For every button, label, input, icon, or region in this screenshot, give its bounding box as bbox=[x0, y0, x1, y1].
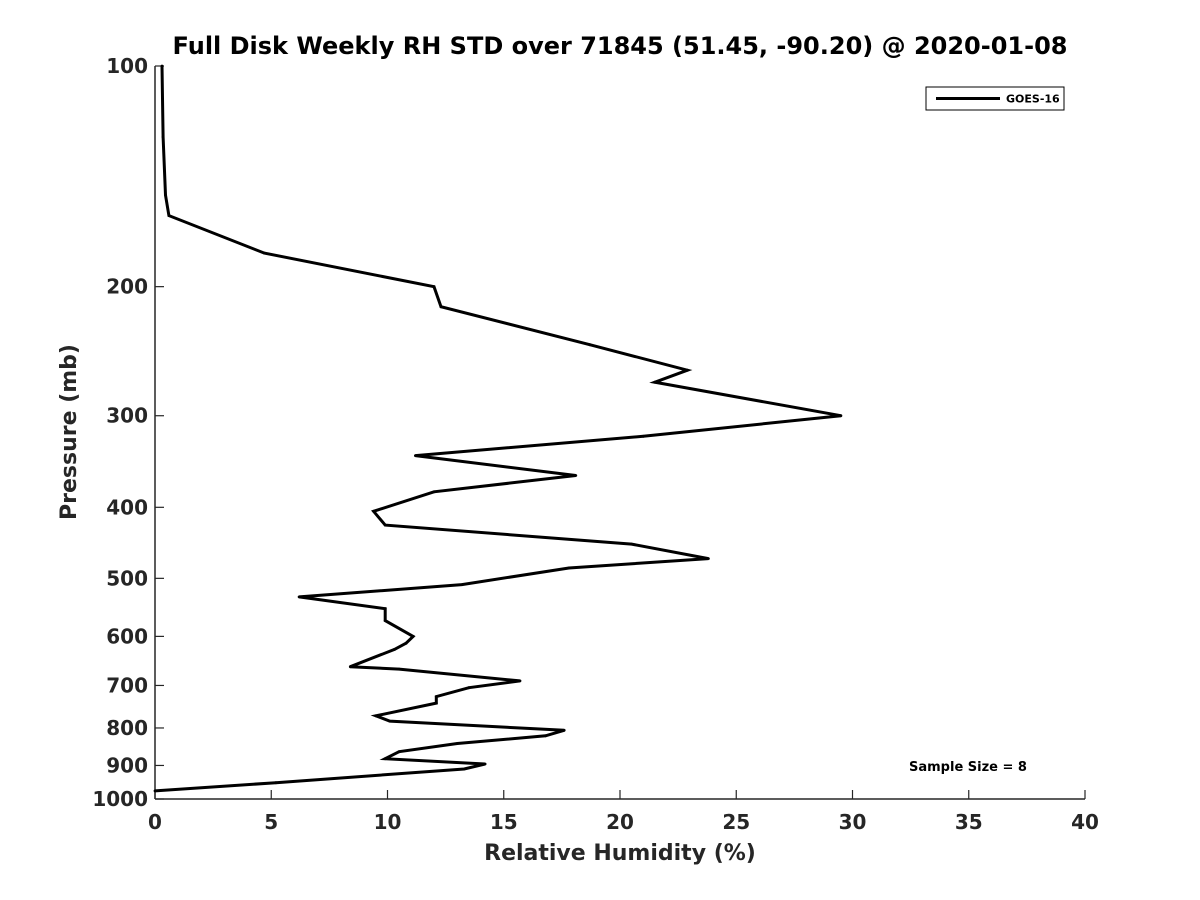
series-point bbox=[372, 509, 375, 513]
x-tick-label: 40 bbox=[1071, 810, 1099, 834]
series-point bbox=[467, 686, 471, 690]
series-point bbox=[160, 64, 164, 68]
series-point bbox=[544, 734, 547, 738]
series-point bbox=[483, 762, 487, 766]
x-axis-label: Relative Humidity (%) bbox=[484, 841, 756, 866]
series-point bbox=[153, 789, 157, 793]
x-tick-label: 30 bbox=[839, 810, 867, 834]
series-point bbox=[383, 523, 387, 527]
series-point bbox=[397, 750, 401, 754]
series-point bbox=[434, 701, 438, 705]
y-tick-label: 800 bbox=[106, 716, 148, 740]
series-point bbox=[462, 767, 466, 771]
series-line-goes16 bbox=[154, 65, 842, 793]
series-point bbox=[388, 719, 392, 723]
series-point bbox=[297, 595, 301, 599]
y-tick-label: 100 bbox=[106, 54, 148, 78]
x-tick-label: 15 bbox=[490, 810, 518, 834]
y-tick-label: 400 bbox=[106, 495, 148, 519]
x-tick-label: 10 bbox=[374, 810, 402, 834]
y-tick-label: 300 bbox=[106, 404, 148, 428]
x-tick-label: 0 bbox=[148, 810, 162, 834]
series-point bbox=[432, 490, 436, 494]
series-point bbox=[686, 368, 689, 372]
x-ticks: 0 5 10 15 20 25 30 35 40 bbox=[148, 790, 1099, 834]
series-point bbox=[439, 305, 443, 309]
series-point bbox=[393, 648, 396, 651]
y-tick-label: 200 bbox=[106, 275, 148, 299]
series-point bbox=[374, 714, 378, 718]
x-tick-label: 20 bbox=[606, 810, 634, 834]
series-point bbox=[348, 665, 352, 669]
series-point bbox=[574, 474, 578, 477]
series-point bbox=[567, 566, 571, 570]
series-point bbox=[383, 607, 387, 611]
series-point bbox=[262, 251, 266, 255]
series-point bbox=[167, 214, 171, 218]
series-point bbox=[455, 742, 459, 745]
series-point bbox=[839, 414, 843, 418]
series-point bbox=[274, 781, 278, 785]
x-tick-label: 5 bbox=[264, 810, 278, 834]
y-tick-label: 1000 bbox=[92, 787, 148, 811]
series-point bbox=[397, 667, 401, 671]
sample-size-annotation: Sample Size = 8 bbox=[909, 760, 1027, 775]
series-points bbox=[153, 64, 843, 793]
y-tick-label: 700 bbox=[106, 673, 148, 697]
y-tick-label: 900 bbox=[106, 753, 148, 777]
series-point bbox=[161, 135, 165, 139]
series-point bbox=[404, 641, 408, 645]
y-tick-label: 500 bbox=[106, 566, 148, 590]
series-point bbox=[653, 380, 657, 384]
series-point bbox=[707, 557, 710, 560]
y-axis-label: Pressure (mb) bbox=[57, 344, 82, 520]
series-point bbox=[432, 285, 436, 289]
legend-label-goes16: GOES-16 bbox=[1006, 93, 1060, 106]
series-point bbox=[588, 343, 592, 347]
x-tick-label: 35 bbox=[955, 810, 983, 834]
series-point bbox=[630, 542, 633, 546]
x-tick-label: 25 bbox=[722, 810, 750, 834]
plot-area: 0 5 10 15 20 25 30 35 40 100 200 300 400 500 600 700 80… bbox=[92, 54, 1099, 834]
y-ticks: 100 200 300 400 500 600 700 800 900 1000 bbox=[92, 54, 164, 811]
series-point bbox=[411, 635, 415, 638]
series-point bbox=[383, 619, 387, 622]
legend: GOES-16 bbox=[925, 86, 1065, 111]
series-point bbox=[562, 728, 566, 732]
chart-title: Full Disk Weekly RH STD over 71845 (51.4… bbox=[173, 32, 1068, 60]
y-tick-label: 600 bbox=[106, 624, 148, 648]
series-point bbox=[460, 583, 464, 586]
series-point bbox=[518, 679, 522, 683]
series-point bbox=[383, 757, 387, 761]
series-point bbox=[414, 454, 417, 457]
series-point bbox=[164, 193, 167, 197]
series-point bbox=[434, 695, 438, 698]
series-point bbox=[641, 434, 645, 438]
